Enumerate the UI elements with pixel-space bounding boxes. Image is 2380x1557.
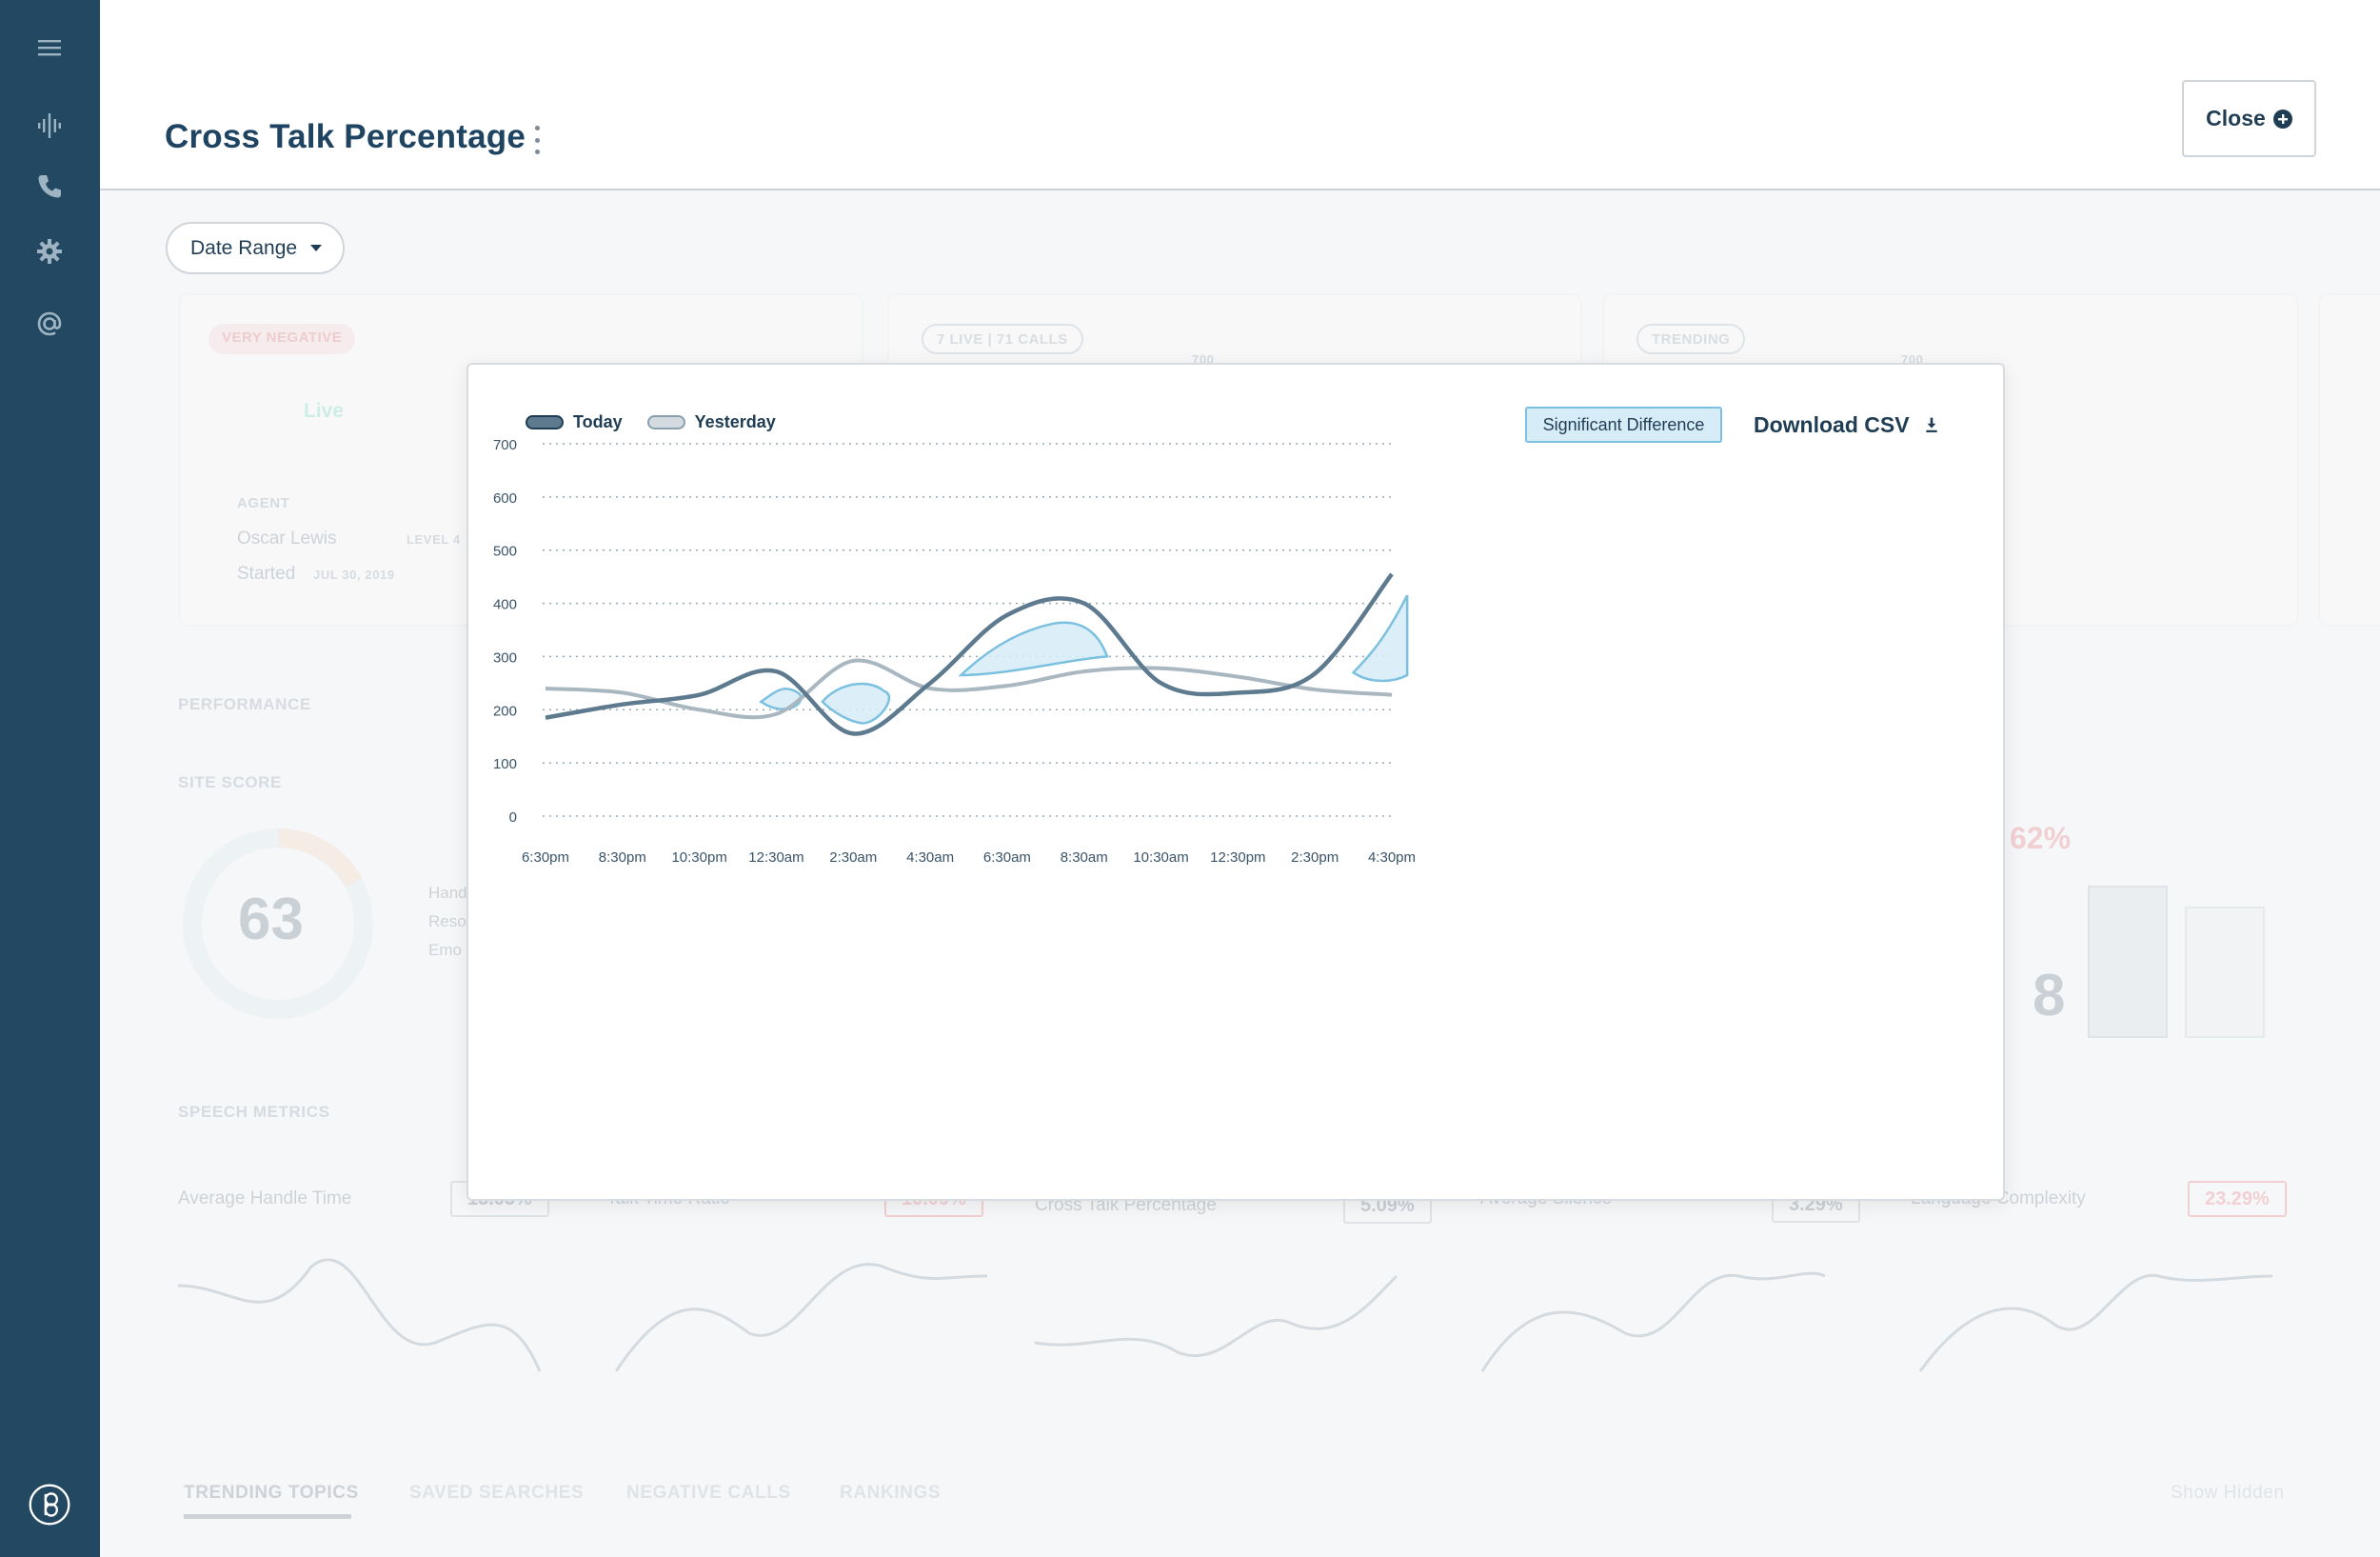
download-icon	[1925, 417, 1937, 432]
x-tick-label: 8:30pm	[599, 849, 646, 866]
right-percent: 62%	[2010, 821, 2072, 855]
chart-legend: Today Yesterday	[526, 412, 776, 432]
y-tick-label: 100	[493, 756, 517, 772]
legend-yesterday-label: Yesterday	[694, 412, 776, 431]
tab-rankings: RANKINGS	[840, 1483, 942, 1503]
y-tick-label: 0	[509, 809, 517, 826]
y-tick-label: 300	[493, 649, 517, 666]
show-hidden-toggle: Show Hidden	[2171, 1483, 2285, 1503]
started-date: JUL 30, 2019	[313, 568, 395, 582]
agent-label: AGENT	[237, 495, 290, 511]
chart-modal: 0 100 200 300 400 500 600 700 6:30pm 8:30pm 10:30p…	[466, 363, 2005, 1201]
calls-badge: 7 LIVE | 71 CALLS	[922, 324, 1083, 354]
background-bar-1	[2088, 886, 2168, 1038]
significant-difference-area-2	[821, 682, 891, 725]
significant-difference-area-4	[1351, 594, 1409, 683]
page-header: Cross Talk Percentage Close	[100, 0, 2380, 190]
legend-yesterday[interactable]: Yesterday	[646, 412, 776, 432]
site-score-gauge	[183, 828, 373, 1019]
caret-down-icon	[310, 245, 323, 251]
site-score-legend-1: Hand	[428, 884, 467, 902]
date-range-label: Date Range	[190, 236, 298, 259]
site-score-legend-2: Reso	[428, 912, 466, 930]
waveform-icon[interactable]	[29, 105, 70, 147]
x-tick-label: 10:30pm	[671, 849, 726, 866]
live-status: Live	[304, 400, 345, 422]
download-csv-button[interactable]: Download CSV	[1754, 409, 1938, 440]
series-line-yesterday	[545, 658, 1393, 720]
started-label: Started	[237, 564, 296, 584]
x-tick-label: 12:30am	[748, 849, 803, 866]
metric-name-1: Average Handle Time	[178, 1188, 352, 1208]
performance-label: PERFORMANCE	[178, 695, 311, 713]
gear-icon[interactable]	[29, 230, 70, 272]
download-csv-label: Download CSV	[1754, 411, 1910, 437]
tab-active-underline	[184, 1514, 351, 1519]
at-icon[interactable]	[29, 303, 70, 345]
x-tick-label: 10:30am	[1133, 849, 1188, 866]
metric-sparklines	[178, 1258, 2273, 1372]
legend-yesterday-swatch	[646, 415, 685, 429]
x-tick-label: 2:30pm	[1291, 849, 1339, 866]
metric-delta-5: 23.29%	[2188, 1181, 2287, 1217]
more-options-icon[interactable]	[530, 126, 544, 154]
site-score-label: SITE SCORE	[178, 773, 282, 791]
x-tick-label: 12:30pm	[1210, 849, 1265, 866]
sentiment-badge: VERY NEGATIVE	[208, 324, 356, 354]
phone-icon[interactable]	[29, 166, 70, 208]
cross-talk-chart: 0 100 200 300 400 500 600 700 6:30pm 8:30pm 10:30p…	[493, 437, 1416, 866]
agent-name: Oscar Lewis	[237, 529, 337, 549]
page-title: Cross Talk Percentage	[165, 118, 526, 155]
right-value: 8	[2033, 963, 2066, 1028]
y-tick-label: 200	[493, 703, 517, 719]
tab-trending-topics: TRENDING TOPICS	[184, 1483, 359, 1503]
significant-difference-toggle[interactable]: Significant Difference	[1525, 407, 1722, 443]
x-tick-label: 4:30am	[906, 849, 954, 866]
series-line-today	[545, 572, 1394, 736]
y-tick-label: 500	[493, 544, 517, 560]
menu-icon[interactable]	[29, 27, 70, 69]
x-tick-label: 8:30am	[1061, 849, 1108, 866]
trending-badge: TRENDING	[1636, 324, 1746, 354]
legend-today-swatch	[526, 415, 564, 429]
x-tick-label: 2:30am	[829, 849, 877, 866]
site-score-legend-3: Emo	[428, 941, 462, 959]
site-score-value: 63	[238, 887, 304, 952]
agent-level: LEVEL 4	[407, 532, 461, 547]
significant-difference-area-1	[759, 688, 803, 710]
speech-metrics-label: SPEECH METRICS	[178, 1103, 330, 1121]
plus-circle-icon	[2272, 109, 2292, 129]
sidebar	[0, 0, 100, 1557]
y-tick-label: 700	[493, 437, 517, 453]
legend-today[interactable]: Today	[526, 412, 623, 432]
close-button-label: Close	[2206, 106, 2266, 130]
x-tick-label: 4:30pm	[1368, 849, 1416, 866]
close-button[interactable]: Close	[2182, 80, 2316, 157]
legend-today-label: Today	[573, 412, 623, 431]
x-tick-label: 6:30am	[983, 849, 1031, 866]
background-bar-2	[2185, 907, 2265, 1038]
extra-card	[2318, 293, 2380, 627]
logo-icon[interactable]	[25, 1480, 74, 1529]
date-range-dropdown[interactable]: Date Range	[166, 222, 345, 274]
significant-difference-area-3	[958, 621, 1109, 677]
tab-saved-searches: SAVED SEARCHES	[409, 1483, 585, 1503]
x-tick-label: 6:30pm	[522, 849, 569, 866]
y-tick-label: 400	[493, 597, 517, 613]
tab-negative-calls: NEGATIVE CALLS	[626, 1483, 791, 1503]
y-tick-label: 600	[493, 490, 517, 507]
